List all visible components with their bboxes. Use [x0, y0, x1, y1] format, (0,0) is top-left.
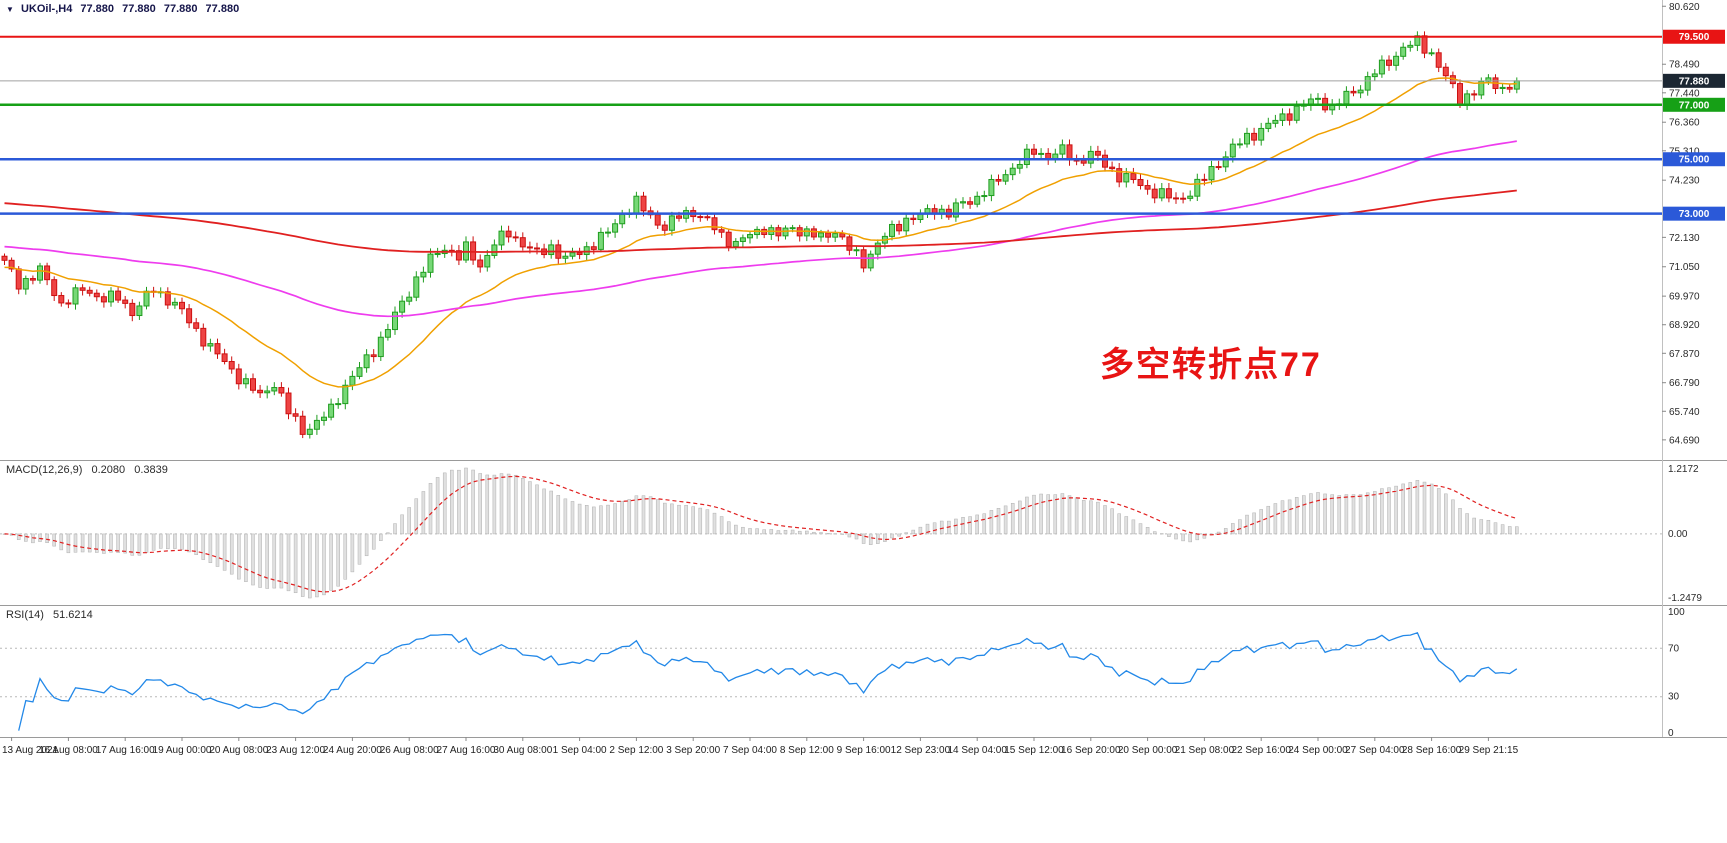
svg-text:27 Sep 04:00: 27 Sep 04:00 — [1345, 745, 1405, 756]
macd-axis-zero: 0.00 — [1668, 529, 1688, 540]
horizontal-level-lines[interactable] — [0, 35, 1662, 215]
svg-text:27 Aug 16:00: 27 Aug 16:00 — [437, 745, 496, 756]
svg-text:65.740: 65.740 — [1669, 407, 1700, 418]
rsi-axis-tick: 30 — [1668, 692, 1680, 703]
svg-text:75.310: 75.310 — [1669, 146, 1700, 157]
svg-text:20 Sep 00:00: 20 Sep 00:00 — [1118, 745, 1178, 756]
svg-text:21 Sep 08:00: 21 Sep 08:00 — [1175, 745, 1235, 756]
svg-text:29 Sep 21:15: 29 Sep 21:15 — [1459, 745, 1519, 756]
macd-axis-min: -1.2479 — [1668, 593, 1702, 604]
svg-text:23 Aug 12:00: 23 Aug 12:00 — [266, 745, 325, 756]
svg-text:71.050: 71.050 — [1669, 262, 1700, 273]
svg-text:12 Sep 23:00: 12 Sep 23:00 — [891, 745, 951, 756]
svg-text:30 Aug 08:00: 30 Aug 08:00 — [493, 745, 552, 756]
svg-text:8 Sep 12:00: 8 Sep 12:00 — [780, 745, 834, 756]
svg-text:9 Sep 16:00: 9 Sep 16:00 — [837, 745, 891, 756]
svg-text:26 Aug 08:00: 26 Aug 08:00 — [380, 745, 439, 756]
rsi-line — [18, 631, 1518, 731]
macd-histogram — [2, 467, 1519, 599]
svg-text:7 Sep 04:00: 7 Sep 04:00 — [723, 745, 777, 756]
svg-text:16 Sep 20:00: 16 Sep 20:00 — [1061, 745, 1121, 756]
svg-text:24 Aug 20:00: 24 Aug 20:00 — [323, 745, 382, 756]
svg-text:2 Sep 12:00: 2 Sep 12:00 — [609, 745, 663, 756]
svg-text:75.000: 75.000 — [1679, 155, 1710, 166]
level-price-badge: 75.000 — [1663, 152, 1725, 167]
svg-text:13 Aug 2021: 13 Aug 2021 — [2, 745, 59, 756]
rsi-axis-tick: 0 — [1668, 728, 1674, 739]
svg-text:74.230: 74.230 — [1669, 176, 1700, 187]
svg-text:77.000: 77.000 — [1679, 100, 1710, 111]
svg-text:73.000: 73.000 — [1679, 209, 1710, 220]
level-price-badge: 77.000 — [1663, 97, 1725, 112]
svg-text:68.920: 68.920 — [1669, 320, 1700, 331]
svg-text:28 Sep 16:00: 28 Sep 16:00 — [1402, 745, 1462, 756]
rsi-axis-tick: 100 — [1668, 607, 1685, 618]
svg-text:20 Aug 08:00: 20 Aug 08:00 — [209, 745, 268, 756]
svg-text:17 Aug 16:00: 17 Aug 16:00 — [96, 745, 155, 756]
svg-text:22 Sep 16:00: 22 Sep 16:00 — [1231, 745, 1291, 756]
macd-axis-max: 1.2172 — [1668, 464, 1699, 475]
svg-text:69.970: 69.970 — [1669, 292, 1700, 303]
svg-text:64.690: 64.690 — [1669, 435, 1700, 446]
rsi-axis-tick: 70 — [1668, 643, 1680, 654]
current-price-badge: 77.880 — [1663, 73, 1725, 88]
svg-text:77.880: 77.880 — [1679, 76, 1710, 87]
svg-text:19 Aug 00:00: 19 Aug 00:00 — [153, 745, 212, 756]
svg-text:66.790: 66.790 — [1669, 378, 1700, 389]
price-axis[interactable]: 80.620 78.490 77.440 76.360 75.310 74.230 72.1… — [1662, 2, 1700, 447]
svg-text:78.490: 78.490 — [1669, 60, 1700, 71]
candles — [1, 31, 1520, 439]
svg-text:72.130: 72.130 — [1669, 233, 1700, 244]
svg-text:76.360: 76.360 — [1669, 118, 1700, 129]
svg-text:80.620: 80.620 — [1669, 2, 1700, 13]
svg-text:24 Sep 00:00: 24 Sep 00:00 — [1288, 745, 1348, 756]
svg-text:15 Sep 12:00: 15 Sep 12:00 — [1004, 745, 1064, 756]
svg-text:79.500: 79.500 — [1679, 32, 1710, 43]
svg-text:1 Sep 04:00: 1 Sep 04:00 — [553, 745, 607, 756]
svg-text:14 Sep 04:00: 14 Sep 04:00 — [947, 745, 1007, 756]
ma-mid-magenta[interactable] — [4, 140, 1517, 318]
svg-text:77.440: 77.440 — [1669, 88, 1700, 99]
level-price-badge: 73.000 — [1663, 206, 1725, 221]
ma-fast-orange[interactable] — [4, 77, 1517, 388]
macd-signal-line — [4, 475, 1517, 593]
ma-slow-red[interactable] — [4, 189, 1517, 253]
svg-text:16 Aug 08:00: 16 Aug 08:00 — [39, 745, 98, 756]
level-price-badge: 79.500 — [1663, 29, 1725, 44]
svg-text:67.870: 67.870 — [1669, 349, 1700, 360]
svg-text:3 Sep 20:00: 3 Sep 20:00 — [666, 745, 720, 756]
